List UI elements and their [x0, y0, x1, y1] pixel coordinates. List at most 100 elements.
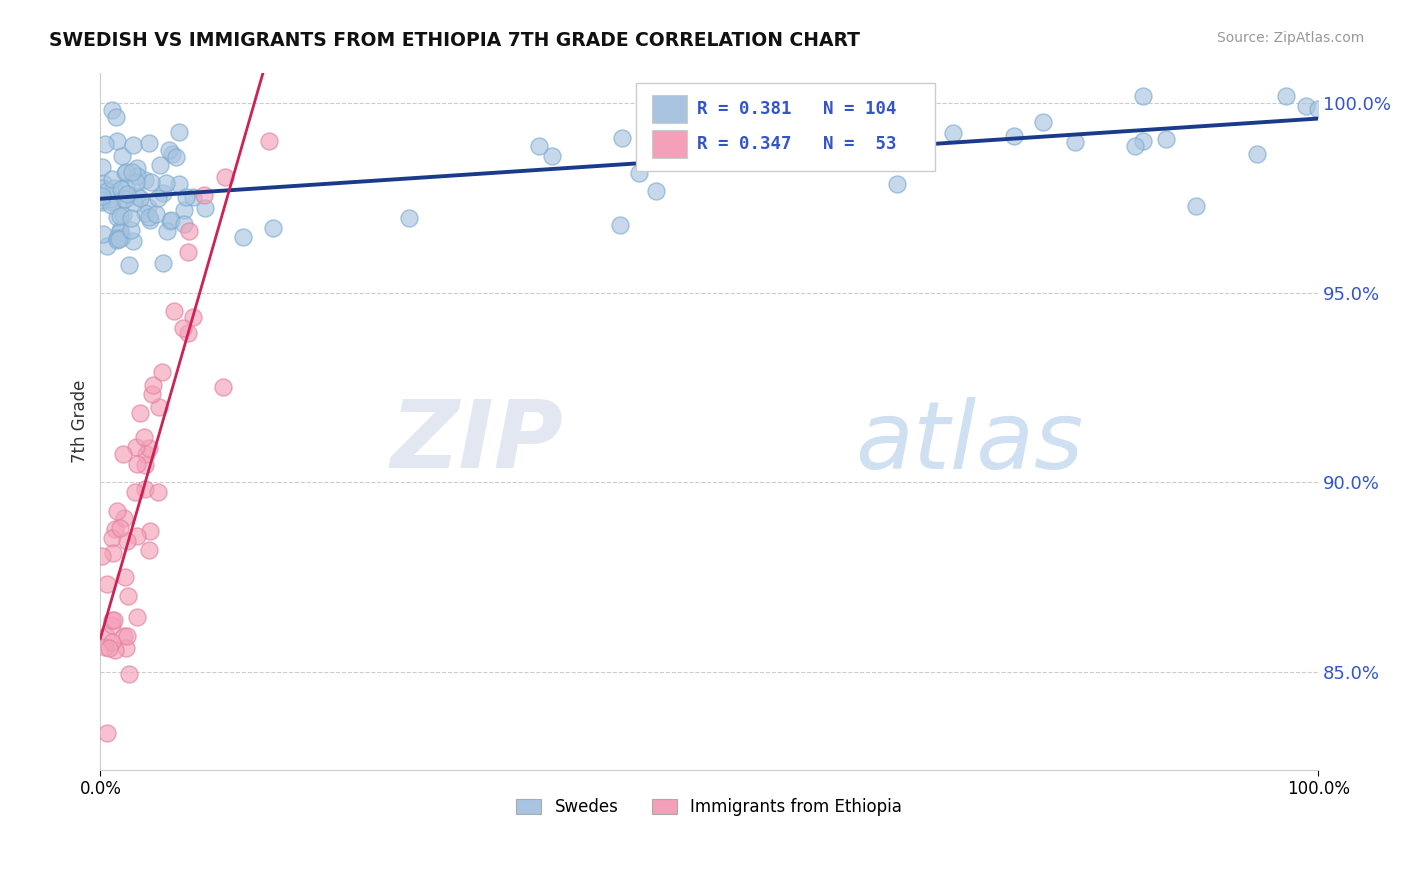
Point [160, 146, 183, 161]
Point [759, 122, 782, 136]
Point [1185, 199, 1208, 213]
Point [165, 150, 187, 164]
Point [194, 201, 217, 215]
Point [155, 176, 177, 190]
Point [114, 570, 136, 584]
Point [139, 524, 162, 538]
Point [108, 225, 131, 239]
Point [193, 187, 215, 202]
Point [120, 222, 142, 236]
Point [262, 221, 284, 235]
Point [720, 88, 742, 103]
Point [1064, 135, 1087, 149]
Point [93, 136, 115, 151]
Point [1002, 129, 1025, 144]
Point [105, 504, 128, 518]
Point [105, 210, 128, 224]
FancyBboxPatch shape [652, 130, 688, 158]
Point [115, 165, 138, 179]
Point [110, 230, 132, 244]
Point [167, 177, 190, 191]
FancyBboxPatch shape [636, 84, 935, 170]
Point [96, 577, 118, 591]
Point [94, 629, 117, 643]
Point [138, 543, 160, 558]
Point [127, 457, 149, 471]
Point [117, 258, 139, 272]
Point [124, 484, 146, 499]
Text: R = 0.381   N = 104: R = 0.381 N = 104 [697, 100, 897, 119]
Text: R = 0.347   N =  53: R = 0.347 N = 53 [697, 135, 897, 153]
Point [101, 613, 124, 627]
Point [1275, 88, 1298, 103]
Point [145, 207, 167, 221]
Point [758, 135, 780, 149]
Legend: Swedes, Immigrants from Ethiopia: Swedes, Immigrants from Ethiopia [508, 789, 911, 824]
Point [177, 326, 200, 340]
Point [152, 186, 174, 200]
Point [110, 182, 132, 196]
Point [101, 531, 124, 545]
Point [844, 104, 866, 119]
Point [111, 208, 134, 222]
Point [114, 166, 136, 180]
Point [115, 629, 138, 643]
Point [174, 190, 197, 204]
Point [90, 193, 112, 207]
Point [645, 148, 668, 162]
Point [135, 447, 157, 461]
Point [101, 546, 124, 560]
Point [152, 256, 174, 270]
Point [114, 640, 136, 655]
Point [159, 213, 181, 227]
Point [129, 191, 152, 205]
Point [125, 161, 148, 176]
Point [96, 238, 118, 252]
Point [101, 103, 124, 118]
Point [111, 192, 134, 206]
Point [103, 643, 125, 657]
Point [114, 179, 136, 194]
Point [139, 175, 162, 189]
Point [644, 184, 666, 198]
Point [1132, 88, 1154, 103]
Point [124, 176, 146, 190]
Point [96, 725, 118, 739]
Text: SWEDISH VS IMMIGRANTS FROM ETHIOPIA 7TH GRADE CORRELATION CHART: SWEDISH VS IMMIGRANTS FROM ETHIOPIA 7TH … [49, 31, 860, 50]
Point [138, 136, 160, 151]
Point [122, 234, 145, 248]
Point [112, 511, 135, 525]
Point [848, 146, 870, 161]
Point [91, 176, 114, 190]
Point [1246, 147, 1268, 161]
Point [177, 245, 200, 260]
Point [214, 169, 236, 184]
Point [122, 195, 145, 210]
Point [105, 230, 128, 244]
Point [101, 195, 124, 210]
Point [125, 529, 148, 543]
Point [141, 386, 163, 401]
FancyBboxPatch shape [652, 95, 688, 123]
Point [103, 613, 125, 627]
Y-axis label: 7th Grade: 7th Grade [72, 380, 89, 463]
Point [1308, 102, 1330, 116]
Point [150, 365, 173, 379]
Point [1154, 132, 1177, 146]
Point [146, 191, 169, 205]
Point [610, 131, 633, 145]
Point [125, 189, 148, 203]
Point [148, 401, 170, 415]
Point [132, 430, 155, 444]
Point [90, 181, 112, 195]
Point [173, 217, 195, 231]
Point [146, 485, 169, 500]
Text: atlas: atlas [855, 397, 1084, 488]
Point [172, 321, 194, 335]
Point [115, 533, 138, 548]
Point [101, 635, 124, 649]
Point [110, 209, 132, 223]
Point [111, 148, 134, 162]
Point [824, 98, 846, 112]
Point [114, 192, 136, 206]
